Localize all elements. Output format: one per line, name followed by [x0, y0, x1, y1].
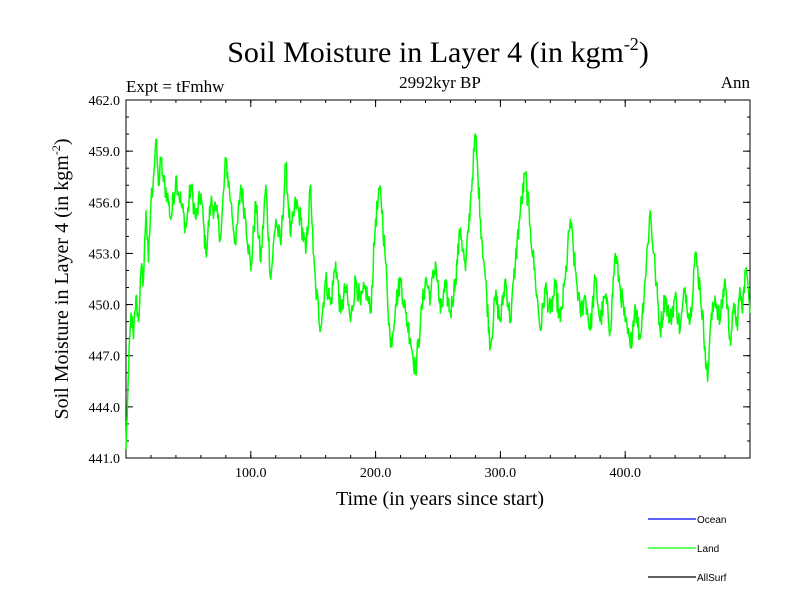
series-land-line — [125, 133, 751, 450]
x-tick-label: 100.0 — [235, 466, 267, 481]
y-axis: 441.0 444.0 447.0 450.0 453.0 456.0 459.0 462.0 — [89, 94, 750, 467]
chart-title: Soil Moisture in Layer 4 (in kgm-2) — [227, 34, 649, 69]
x-tick-label: 300.0 — [485, 466, 517, 481]
season-label: Ann — [721, 73, 751, 92]
y-axis-label: Soil Moisture in Layer 4 (in kgm-2) — [49, 138, 73, 419]
legend-label-allsurf: AllSurf — [697, 573, 727, 584]
y-tick-label: 459.0 — [89, 145, 121, 160]
legend-label-ocean: Ocean — [697, 515, 726, 526]
x-axis-label: Time (in years since start) — [336, 488, 544, 510]
legend: Ocean Land AllSurf — [648, 515, 727, 584]
x-tick-label: 400.0 — [609, 466, 641, 481]
x-axis: 100.0 200.0 300.0 400.0 — [150, 100, 726, 481]
y-tick-label: 453.0 — [89, 247, 121, 262]
plot-frame — [125, 99, 751, 459]
legend-label-land: Land — [697, 544, 719, 555]
y-tick-label: 456.0 — [89, 196, 121, 211]
x-tick-label: 200.0 — [360, 466, 392, 481]
y-tick-label: 447.0 — [89, 350, 121, 365]
y-tick-label: 444.0 — [89, 401, 121, 416]
experiment-label: Expt = tFmhw — [126, 77, 225, 96]
y-tick-label: 441.0 — [89, 452, 121, 467]
chart-subtitle: 2992kyr BP — [399, 73, 481, 92]
y-tick-label: 450.0 — [89, 299, 121, 314]
y-tick-label: 462.0 — [89, 94, 121, 109]
